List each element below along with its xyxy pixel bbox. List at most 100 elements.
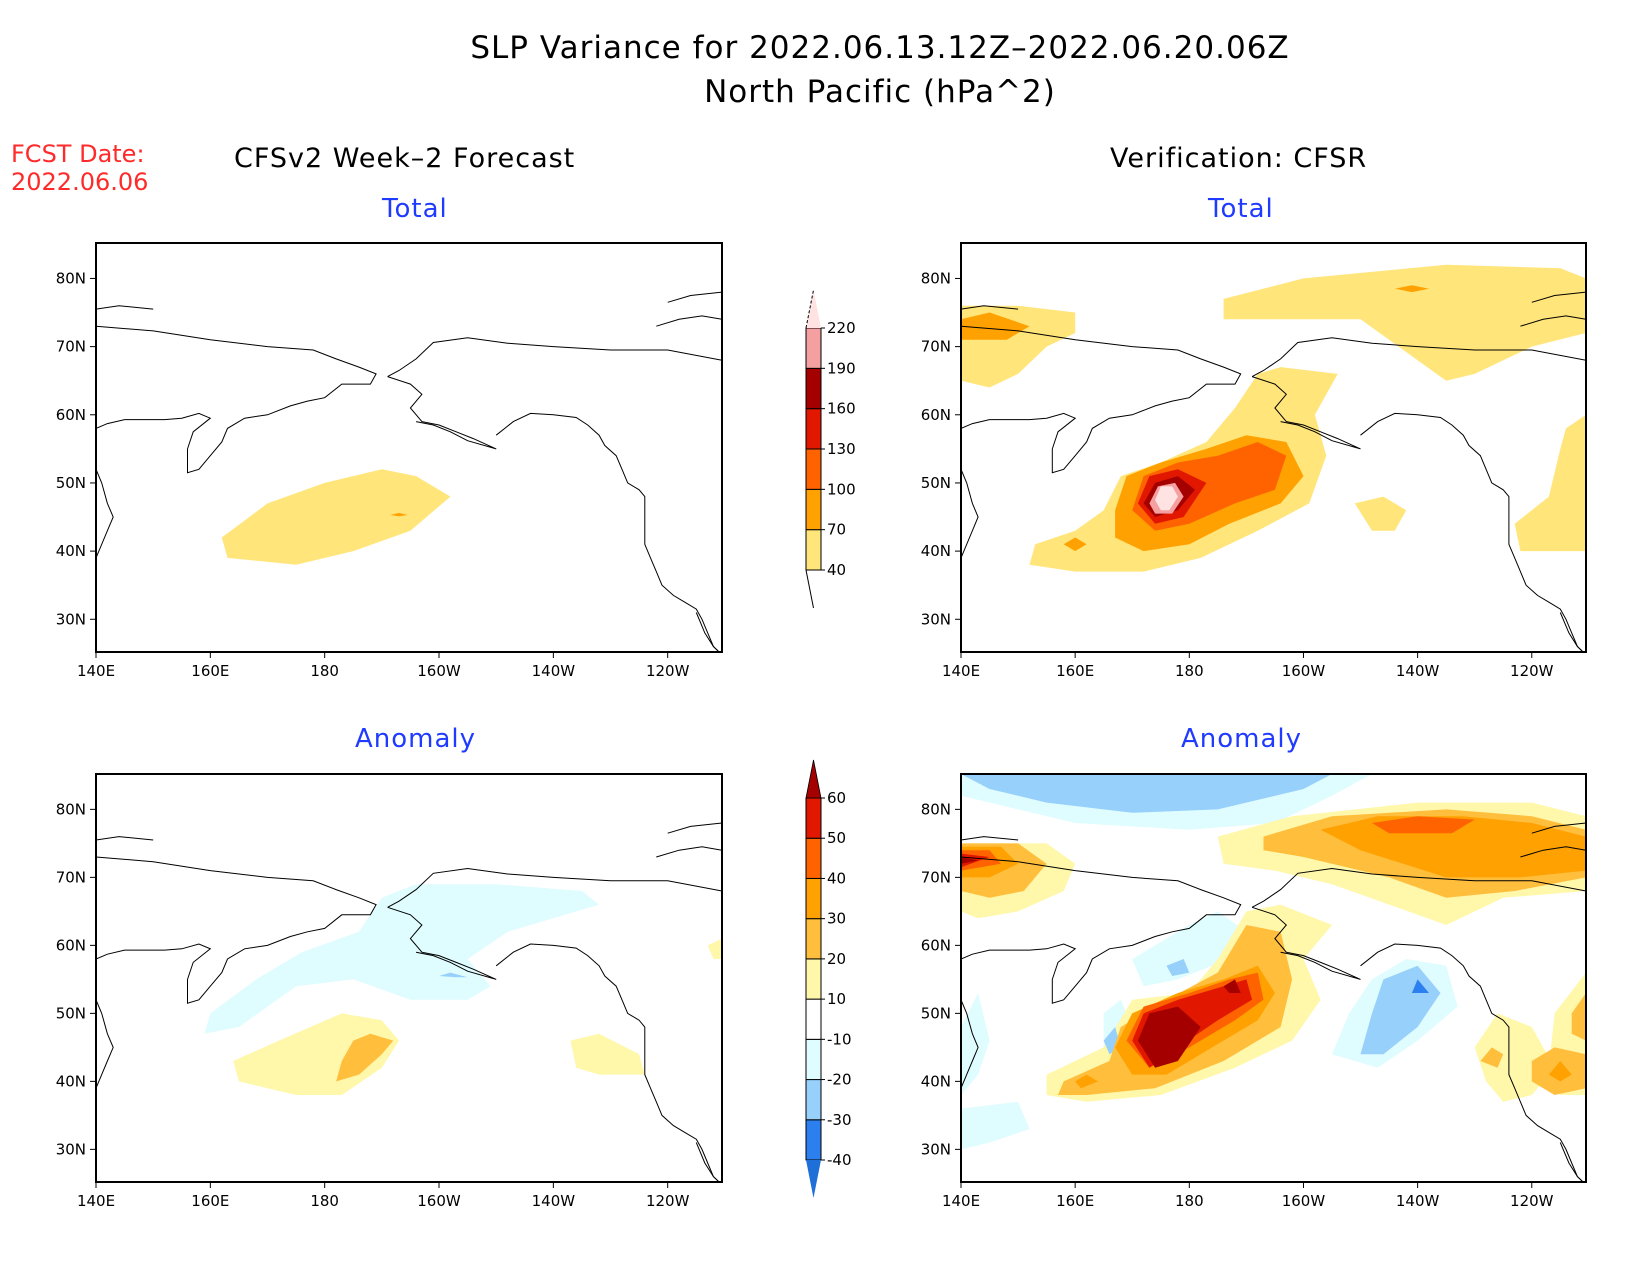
colorbar-label: 40	[827, 561, 846, 579]
coastline	[961, 305, 1019, 310]
contour-region	[1394, 285, 1429, 293]
contour-region	[1480, 1047, 1504, 1068]
forecast-total-title: Total	[382, 194, 448, 224]
colorbar-band	[805, 367, 822, 410]
verification-anomaly-title: Anomaly	[1181, 724, 1303, 754]
contour-region	[1137, 1006, 1201, 1068]
coastline	[96, 325, 377, 474]
y-tick-label: 70N	[56, 338, 86, 356]
contour-region	[1223, 979, 1241, 993]
x-tick-label: 180	[310, 662, 339, 680]
colorbar-label: 160	[827, 400, 856, 418]
colorbar-label: 20	[827, 950, 846, 968]
coastline	[656, 315, 722, 327]
panel-frame	[95, 773, 723, 1183]
contour-region	[221, 469, 451, 565]
coastline	[1251, 867, 1586, 908]
contour-region	[961, 857, 979, 864]
colorbar-label: -30	[827, 1111, 852, 1129]
y-tick-label: 70N	[56, 868, 86, 886]
coastline	[695, 1142, 720, 1182]
coastline	[387, 906, 497, 980]
coastline	[96, 999, 114, 1089]
coastline	[387, 376, 497, 450]
coastline	[495, 412, 720, 652]
coastline	[1531, 291, 1586, 303]
colorbar-label: 50	[827, 829, 846, 847]
colorbar-band	[805, 1038, 822, 1081]
contour-region	[961, 312, 1030, 340]
contour-region	[1063, 537, 1087, 552]
contour-region	[1411, 979, 1429, 993]
coastline	[96, 836, 154, 841]
colorbar-label: 40	[827, 869, 846, 887]
x-tick-label: 140E	[77, 662, 115, 680]
verification-total-title: Total	[1208, 194, 1274, 224]
coastline	[1520, 315, 1586, 327]
colorbar-band	[805, 998, 822, 1040]
y-tick-label: 30N	[56, 1140, 86, 1158]
x-tick-label: 160W	[417, 1192, 461, 1210]
colorbar-band	[805, 1119, 822, 1161]
y-tick-label: 70N	[921, 868, 951, 886]
y-tick-label: 60N	[921, 936, 951, 954]
contour-region	[204, 884, 600, 1034]
colorbar-label: 100	[827, 480, 856, 498]
panel-verification-total: 140E 160E 180 160W 140W 120W 30N 40N 50N 60N 70N 80…	[921, 242, 1587, 680]
colorbar-band	[805, 448, 822, 490]
colorbar-band	[805, 918, 822, 960]
contour-region	[390, 512, 408, 517]
coastline	[961, 469, 979, 559]
y-tick-label: 30N	[921, 610, 951, 628]
y-tick-label: 50N	[921, 474, 951, 492]
colorbar-label: 30	[827, 910, 846, 928]
y-tick-label: 70N	[921, 338, 951, 356]
y-tick-label: 30N	[56, 610, 86, 628]
panel-frame	[960, 773, 1587, 1183]
x-tick-label: 160W	[417, 662, 461, 680]
coastline	[961, 325, 1242, 474]
contour-region	[439, 972, 468, 978]
colorbar-extend-top	[806, 290, 821, 328]
contour-region	[961, 774, 1332, 813]
colorbar-band	[805, 327, 822, 369]
x-tick-label: 140W	[532, 1192, 576, 1210]
coastline	[1360, 412, 1584, 652]
right-column-title: Verification: CFSR	[1110, 143, 1368, 174]
y-tick-label: 80N	[921, 269, 951, 287]
x-tick-label: 160E	[191, 662, 229, 680]
coastline	[961, 856, 1242, 1004]
contour-region	[336, 1033, 394, 1082]
main-title: SLP Variance for 2022.06.13.12Z–2022.06.…	[470, 30, 1290, 66]
contour-region	[1166, 959, 1190, 976]
x-tick-label: 180	[1175, 662, 1204, 680]
colorbar-label: -40	[827, 1151, 852, 1169]
coastline	[96, 856, 377, 1004]
colorbar-extend-bottom	[805, 569, 814, 609]
x-tick-label: 160W	[1282, 662, 1326, 680]
colorbar-label: 10	[827, 990, 846, 1008]
main-subtitle: North Pacific (hPa^2)	[704, 74, 1056, 110]
x-tick-label: 140W	[532, 662, 576, 680]
colorbar-band	[805, 408, 822, 450]
colorbar-label: 70	[827, 521, 846, 539]
coastline	[1520, 846, 1586, 858]
colorbar-label: -20	[827, 1071, 852, 1089]
contour-region	[1571, 993, 1586, 1041]
x-tick-label: 120W	[646, 662, 690, 680]
contour-region	[570, 1033, 645, 1075]
coastline	[96, 469, 114, 559]
coastline	[1360, 943, 1584, 1182]
left-column-title: CFSv2 Week–2 Forecast	[234, 143, 576, 174]
colorbar-extend-bottom	[806, 1160, 821, 1198]
contour-region	[1548, 1061, 1572, 1082]
coastline	[1251, 376, 1361, 450]
x-tick-label: 160W	[1282, 1192, 1326, 1210]
panel-frame	[95, 242, 723, 653]
x-tick-label: 140E	[77, 1192, 115, 1210]
coastline	[1559, 1142, 1584, 1182]
panel-frame	[960, 242, 1587, 653]
y-tick-label: 60N	[56, 406, 86, 424]
contour-region	[1372, 816, 1475, 834]
panel-forecast-total: 140E 160E 180 160W 140W 120W 30N 40N 50N 60N 70N 80…	[56, 242, 723, 680]
